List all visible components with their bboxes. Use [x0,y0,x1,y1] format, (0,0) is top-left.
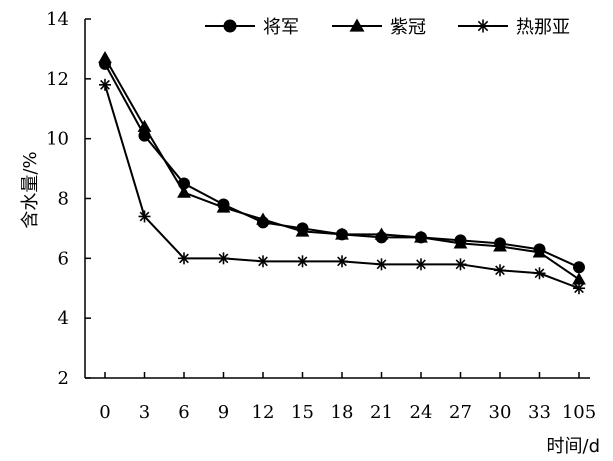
x-tick-label: 9 [218,402,229,423]
x-axis-title: 时间/d [547,436,601,457]
data-point-circle [223,19,237,33]
x-tick-label: 12 [252,402,275,423]
data-point-star [99,78,111,91]
legend-item: 热那亚 [458,17,570,38]
data-point-triangle [374,227,389,240]
data-point-triangle [335,227,349,240]
data-point-star [494,264,506,277]
data-point-star [296,255,309,268]
data-point-star [375,258,388,271]
data-point-triangle [177,185,191,198]
x-tick-label: 21 [370,402,393,423]
data-point-triangle [572,272,586,285]
data-point-triangle [98,50,112,64]
x-tick-label: 15 [291,402,314,423]
y-tick-label: 10 [46,129,69,150]
legend-item: 将军 [205,17,299,38]
data-point-triangle [216,200,231,213]
y-tick-label: 4 [58,308,69,329]
data-point-star [217,252,230,265]
x-tick-label: 0 [99,402,110,423]
data-point-circle [573,261,585,274]
x-tick-label: 24 [410,402,433,423]
data-point-triangle [295,224,310,237]
y-axis-title: 含水量/% [20,151,41,228]
x-tick-label: 30 [489,402,512,423]
x-tick-label: 27 [449,402,472,423]
data-point-star [336,255,348,268]
series-1 [99,57,585,274]
data-point-star [476,19,490,33]
data-point-triangle [256,212,270,225]
series-2 [98,50,586,285]
data-point-triangle [349,18,365,32]
data-point-star [533,267,546,280]
legend-item: 紫冠 [332,17,426,38]
x-tick-label: 6 [178,402,189,423]
data-point-triangle [414,230,428,243]
legend-label: 将军 [263,17,299,38]
y-ticks: 2 4 6 8 10 12 14 [46,9,91,389]
data-point-triangle [532,245,547,258]
data-point-triangle [493,239,507,252]
data-point-triangle [137,119,152,132]
y-tick-label: 8 [58,189,69,210]
legend-label: 热那亚 [516,17,570,38]
x-tick-label: 18 [331,402,354,423]
series-layer [98,50,586,295]
data-point-triangle [453,236,468,249]
series-3 [99,78,585,295]
series-line [104,57,580,281]
legend-label: 紫冠 [390,17,426,38]
x-ticks: 0 3 6 9 12 15 18 21 24 27 30 33 105 [99,372,596,423]
data-point-star [415,258,427,271]
data-point-star [178,252,190,265]
data-point-star [454,258,467,271]
x-tick-label: 3 [139,402,150,423]
y-tick-label: 14 [46,9,69,30]
legend: 将军 紫冠 热那亚 [205,17,570,38]
data-point-star [257,255,269,268]
data-point-star [573,282,585,295]
y-tick-label: 6 [58,248,69,269]
x-tick-label: 33 [528,402,551,423]
y-tick-label: 12 [46,69,69,90]
data-point-star [138,210,151,223]
x-tick-label: 105 [562,402,596,423]
y-tick-label: 2 [58,368,69,389]
